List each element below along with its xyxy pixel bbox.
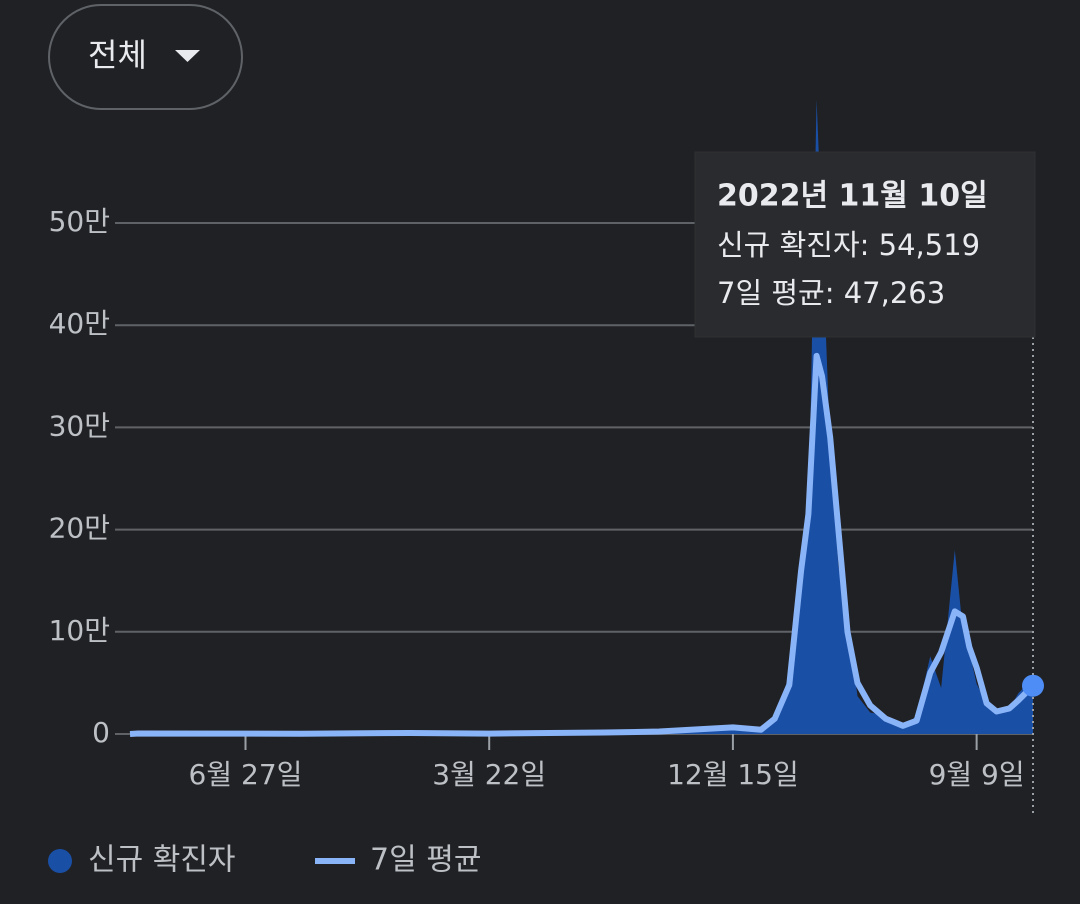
x-tick-label: 12월 15일 [667, 758, 799, 791]
x-tick-label: 6월 27일 [189, 758, 303, 791]
tooltip-value: 54,519 [879, 228, 980, 262]
line [129, 352, 1036, 737]
tooltip-series-name: 7일 평균 [717, 276, 825, 310]
legend-label: 7일 평균 [370, 843, 481, 878]
x-tick-label: 3월 22일 [432, 758, 546, 791]
tooltip-separator: : [825, 276, 844, 310]
y-tick-label: 0 [92, 716, 110, 749]
area [130, 99, 1033, 734]
filter-dropdown[interactable]: 전체 [48, 4, 243, 110]
tooltip-row: 7일 평균: 47,263 [717, 276, 945, 310]
legend-swatch [48, 849, 72, 873]
dropdown-border[interactable] [48, 4, 243, 110]
tooltip-series-name: 신규 확진자 [717, 228, 860, 262]
y-tick-label: 10만 [49, 614, 110, 647]
y-tick-label: 30만 [49, 409, 110, 442]
y-tick-label: 20만 [49, 512, 110, 545]
tooltip-box [694, 151, 1036, 338]
y-tick-label: 50만 [49, 205, 110, 238]
tooltip-row: 신규 확진자: 54,519 [717, 228, 980, 262]
x-tick-label: 9월 9일 [929, 758, 1025, 791]
plot: 0 10만 20만 30만 40만 50만 6월 27일 3월 22일 12월 15일 9월 9일 [49, 99, 1036, 791]
legend-label: 신규 확진자 [88, 843, 236, 878]
tooltip-title: 2022년 11월 10일 [717, 179, 988, 214]
tooltip-value: 47,263 [844, 276, 945, 310]
dropdown-label[interactable]: 전체 [88, 36, 147, 74]
tooltip-separator: : [860, 228, 879, 262]
hover-dot [1022, 674, 1044, 697]
y-tick-label: 40만 [49, 307, 110, 340]
dropdown-caret[interactable] [175, 50, 200, 62]
